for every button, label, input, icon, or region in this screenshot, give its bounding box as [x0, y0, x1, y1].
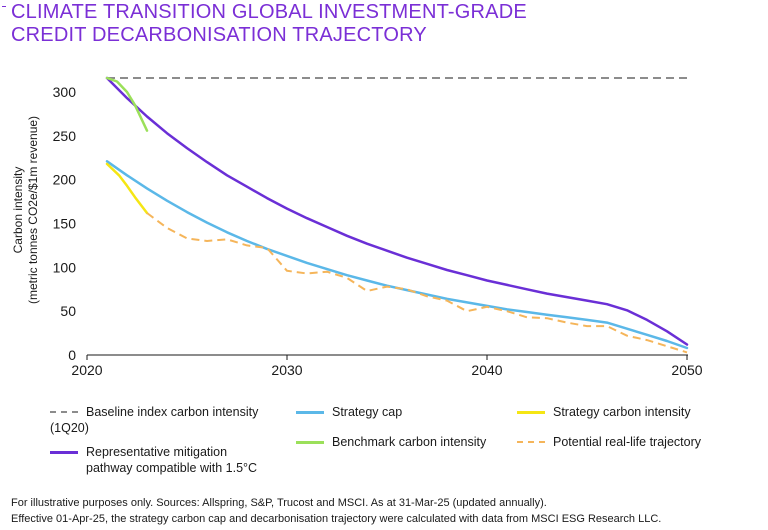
footnote-sources: For illustrative purposes only. Sources:…: [11, 497, 547, 509]
legend-swatch: [296, 441, 324, 444]
y-axis-label-line-1: Carbon intensity: [11, 167, 25, 254]
series-line-1: [105, 76, 689, 346]
legend-swatch: [296, 411, 324, 414]
legend-label: Potential real-life trajectory: [553, 434, 701, 450]
legend-label-line-1: Potential real-life trajectory: [553, 435, 701, 449]
series-line-3: [105, 76, 149, 132]
legend-label-line-1: Strategy cap: [332, 405, 403, 419]
series-line-5: [146, 212, 688, 354]
chart-title: CLIMATE TRANSITION GLOBAL INVESTMENT-GRA…: [11, 1, 527, 47]
y-tick-label: 200: [53, 172, 77, 188]
title-tick-mark: [2, 6, 6, 7]
y-tick-label: 100: [53, 259, 77, 275]
legend-label-line-1: Baseline index carbon intensity: [86, 405, 259, 419]
title-line-1: CLIMATE TRANSITION GLOBAL INVESTMENT-GRA…: [11, 1, 527, 23]
y-tick-label: 50: [60, 303, 76, 319]
y-tick-label: 150: [53, 216, 77, 232]
x-tick-label: 2050: [671, 362, 702, 378]
y-axis-label-line-2: (metric tonnes CO2e/$1m revenue): [26, 116, 40, 304]
x-tick-label: 2040: [471, 362, 502, 378]
legend-label: Benchmark carbon intensity: [332, 434, 486, 450]
legend-label: Representative mitigation pathway compati…: [86, 444, 257, 476]
legend-label: Baseline index carbon intensity (1Q20): [50, 404, 259, 436]
legend-swatch: [50, 451, 78, 454]
legend-label-line-1: Representative mitigation: [86, 445, 228, 459]
legend-swatch: [50, 411, 78, 413]
legend-label: Strategy cap: [332, 404, 402, 420]
legend-label-line-2: (1Q20): [50, 421, 89, 435]
legend-swatch: [517, 411, 545, 414]
line-chart: Carbon intensity (metric tonnes CO2e/$1m…: [11, 76, 703, 378]
x-tick-label: 2020: [71, 362, 102, 378]
y-axis-label: Carbon intensity (metric tonnes CO2e/$1m…: [11, 116, 40, 304]
y-tick-label: 300: [53, 84, 77, 100]
legend-label-line-1: Strategy carbon intensity: [553, 405, 691, 419]
footnote-methodology: Effective 01-Apr-25, the strategy carbon…: [11, 513, 662, 525]
y-tick-label: 0: [68, 347, 76, 363]
legend-label: Strategy carbon intensity: [553, 404, 691, 420]
series-layer: [105, 76, 689, 354]
legend-label-line-2: pathway compatible with 1.5°C: [86, 461, 258, 475]
y-tick-label: 250: [53, 128, 77, 144]
legend-swatch: [517, 441, 545, 443]
series-line-4: [105, 162, 149, 215]
x-tick-label: 2030: [271, 362, 302, 378]
title-line-2: CREDIT DECARBONISATION TRAJECTORY: [11, 24, 427, 46]
x-axis-ticks: 2020 2030 2040 2050: [71, 355, 703, 378]
legend-label-line-1: Benchmark carbon intensity: [332, 435, 487, 449]
y-axis-ticks: 0 50 100 150 200 250 300: [53, 84, 77, 363]
